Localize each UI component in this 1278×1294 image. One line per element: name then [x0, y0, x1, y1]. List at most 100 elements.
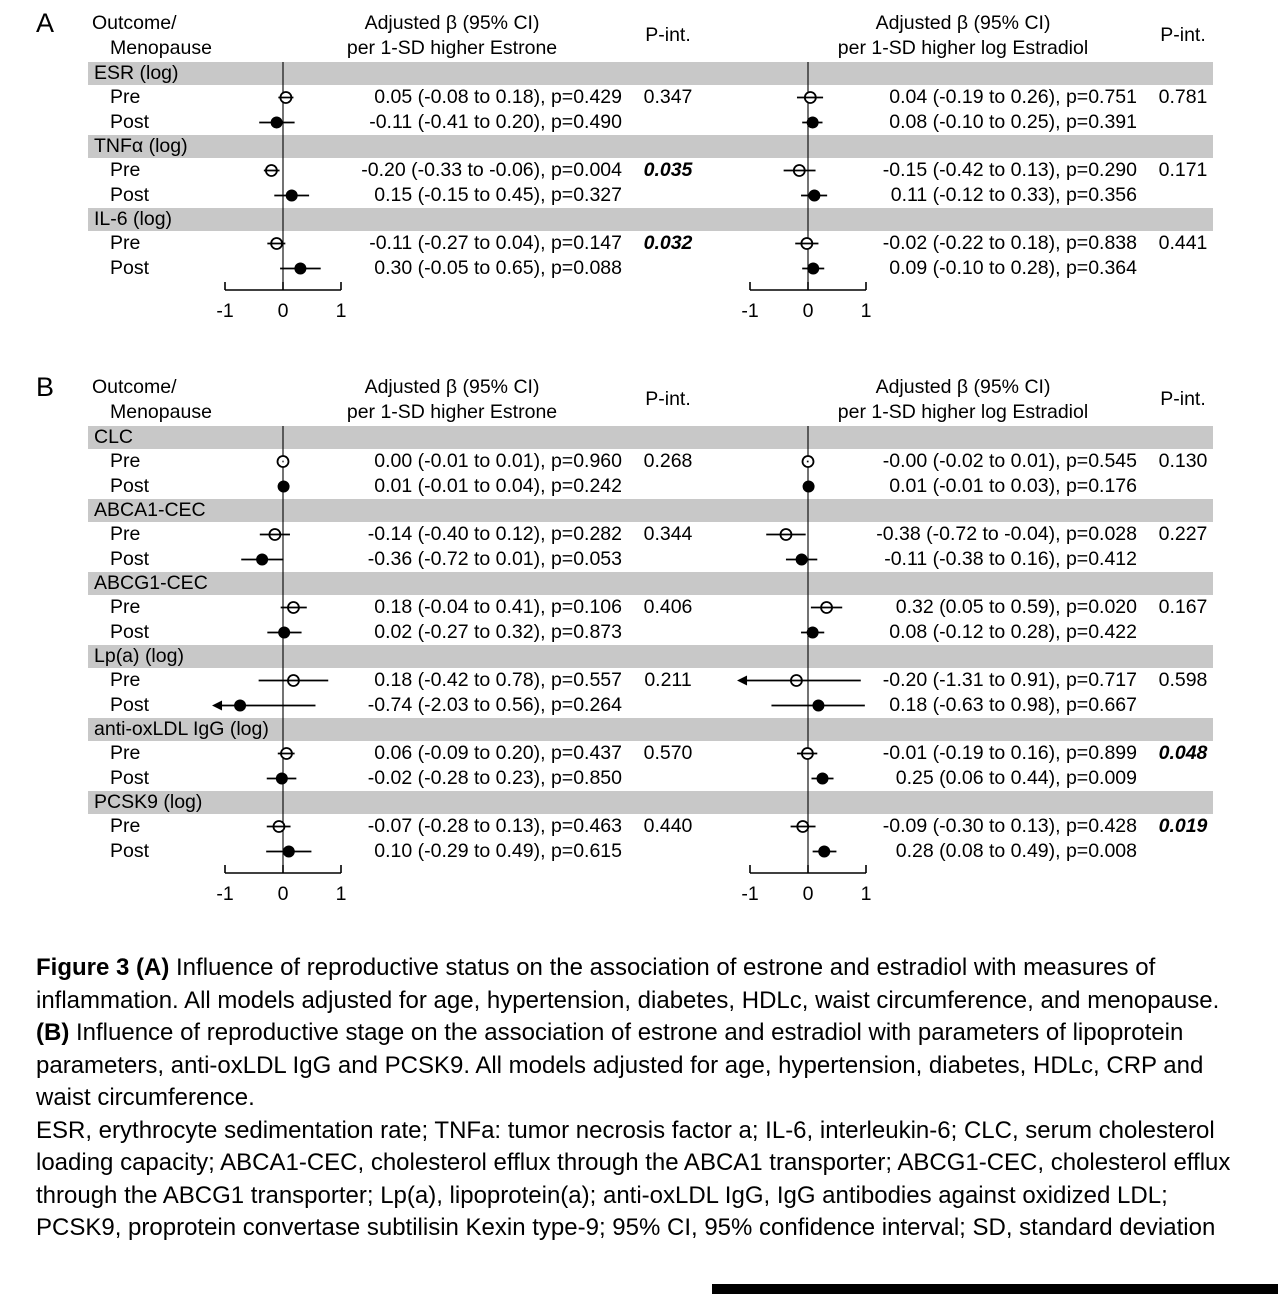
axis-tick-label: 0	[278, 883, 289, 905]
estrone-estimate-text: 0.18 (-0.42 to 0.78), p=0.557	[374, 669, 622, 691]
estrone-estimate-text: -0.07 (-0.28 to 0.13), p=0.463	[367, 815, 622, 837]
outcome-label: Lp(a) (log)	[94, 645, 184, 667]
pint-header: P-int.	[1160, 388, 1206, 410]
pint-value: 0.167	[1158, 596, 1208, 618]
row-label: Post	[110, 111, 150, 133]
outcome-band: ABCA1-CEC	[88, 499, 1213, 522]
row-label: Pre	[110, 669, 141, 691]
caption-bold-text: (B)	[36, 1019, 70, 1046]
axis-tick-label: 1	[861, 883, 872, 905]
caption-paragraph: Figure 3 (A) Influence of reproductive s…	[36, 952, 1246, 1115]
estradiol-estimate-text: -0.20 (-1.31 to 0.91), p=0.717	[882, 669, 1137, 691]
pint-header: P-int.	[645, 24, 691, 46]
estrone-estimate-text: -0.20 (-0.33 to -0.06), p=0.004	[361, 159, 622, 181]
row-label: Pre	[110, 159, 141, 181]
pint-value: 0.781	[1158, 86, 1208, 108]
forest-panel: A Outcome/Menopause Adjusted β (95% CI) per…	[0, 8, 1278, 336]
estrone-estimate-text: 0.02 (-0.27 to 0.32), p=0.873	[374, 621, 622, 643]
bottom-bar	[712, 1284, 1278, 1294]
outcome-label: IL-6 (log)	[94, 208, 173, 230]
axis-tick-label: 1	[336, 883, 347, 905]
estrone-estimate-text: 0.05 (-0.08 to 0.18), p=0.429	[374, 86, 622, 108]
estradiol-estimate-text: 0.04 (-0.19 to 0.26), p=0.751	[889, 86, 1137, 108]
estradiol-column-header: Adjusted β (95% CI)	[875, 12, 1051, 34]
row-label: Pre	[110, 86, 141, 108]
outcome-band: CLC	[88, 426, 1213, 449]
outcome-header-line2: Menopause	[110, 37, 212, 59]
estrone-estimate-text: -0.11 (-0.41 to 0.20), p=0.490	[369, 111, 622, 133]
estrone-estimate-text: 0.00 (-0.01 to 0.01), p=0.960	[374, 450, 622, 472]
estradiol-column-header: per 1-SD higher log Estradiol	[837, 401, 1089, 423]
pint-value: 0.598	[1158, 669, 1208, 691]
row-label: Post	[110, 184, 150, 206]
estradiol-estimate-text: -0.38 (-0.72 to -0.04), p=0.028	[876, 523, 1137, 545]
pint-value: 0.344	[643, 523, 693, 545]
estrone-estimate-text: -0.02 (-0.28 to 0.23), p=0.850	[367, 767, 622, 789]
panel-letter: B	[36, 372, 55, 402]
outcome-header-line1: Outcome/	[92, 12, 177, 34]
outcome-label: ESR (log)	[94, 62, 179, 84]
row-label: Pre	[110, 596, 141, 618]
outcome-band: PCSK9 (log)	[88, 791, 1213, 814]
caption-paragraph: ESR, erythrocyte sedimentation rate; TNF…	[36, 1115, 1246, 1245]
outcome-band: IL-6 (log)	[88, 208, 1213, 231]
estrone-estimate-text: 0.01 (-0.01 to 0.04), p=0.242	[374, 475, 622, 497]
axis-tick-label: -1	[216, 883, 233, 905]
estrone-column-header: per 1-SD higher Estrone	[346, 37, 558, 59]
outcome-label: ABCG1-CEC	[94, 572, 208, 594]
forest-panel: B Outcome/Menopause Adjusted β (95% CI) per…	[0, 372, 1278, 919]
estrone-estimate-text: -0.14 (-0.40 to 0.12), p=0.282	[367, 523, 622, 545]
estrone-column-header: Adjusted β (95% CI)	[364, 12, 540, 34]
outcome-label: CLC	[94, 426, 134, 448]
estrone-estimate-text: 0.15 (-0.15 to 0.45), p=0.327	[374, 184, 622, 206]
estrone-column-header: Adjusted β (95% CI)	[364, 376, 540, 398]
estrone-estimate-text: 0.18 (-0.04 to 0.41), p=0.106	[374, 596, 622, 618]
axis-tick-label: 0	[278, 300, 289, 322]
axis-tick-label: -1	[741, 883, 758, 905]
estradiol-estimate-text: -0.00 (-0.02 to 0.01), p=0.545	[882, 450, 1137, 472]
outcome-label: TNFα (log)	[94, 135, 188, 157]
estradiol-estimate-text: -0.09 (-0.30 to 0.13), p=0.428	[882, 815, 1137, 837]
axis-tick-label: 0	[803, 883, 814, 905]
axis-tick-label: -1	[741, 300, 758, 322]
row-label: Pre	[110, 523, 141, 545]
estradiol-estimate-text: 0.11 (-0.12 to 0.33), p=0.356	[890, 184, 1137, 206]
pint-value: 0.019	[1158, 815, 1208, 837]
row-label: Pre	[110, 742, 141, 764]
caption-text: Influence of reproductive stage on the a…	[36, 1019, 1204, 1111]
pint-value: 0.440	[643, 815, 693, 837]
row-label: Post	[110, 548, 150, 570]
estradiol-estimate-text: -0.11 (-0.38 to 0.16), p=0.412	[884, 548, 1137, 570]
row-label: Post	[110, 257, 150, 279]
forest-plot-canvas: -1 0 1 -1 0 1	[212, 426, 872, 905]
caption-bold-text: Figure 3 (A)	[36, 954, 170, 981]
axis-tick-label: 1	[861, 300, 872, 322]
estradiol-estimate-text: -0.01 (-0.19 to 0.16), p=0.899	[882, 742, 1137, 764]
estradiol-estimate-text: 0.08 (-0.10 to 0.25), p=0.391	[889, 111, 1137, 133]
row-label: Post	[110, 475, 150, 497]
pint-value: 0.441	[1158, 232, 1208, 254]
axis-tick-label: -1	[216, 300, 233, 322]
outcome-label: anti-oxLDL IgG (log)	[94, 718, 269, 740]
outcome-label: PCSK9 (log)	[94, 791, 203, 813]
pint-value: 0.032	[643, 232, 693, 254]
estrone-estimate-text: 0.06 (-0.09 to 0.20), p=0.437	[374, 742, 622, 764]
figure-caption: Figure 3 (A) Influence of reproductive s…	[36, 952, 1246, 1245]
estradiol-estimate-text: 0.18 (-0.63 to 0.98), p=0.667	[889, 694, 1137, 716]
row-label: Post	[110, 840, 150, 862]
pint-value: 0.570	[643, 742, 693, 764]
estrone-column-header: per 1-SD higher Estrone	[346, 401, 558, 423]
outcome-label: ABCA1-CEC	[94, 499, 206, 521]
ci-clip-arrow-left	[212, 700, 223, 711]
row-label: Post	[110, 621, 150, 643]
estrone-estimate-text: -0.11 (-0.27 to 0.04), p=0.147	[369, 232, 622, 254]
estradiol-estimate-text: 0.28 (0.08 to 0.49), p=0.008	[895, 840, 1137, 862]
pint-header: P-int.	[1160, 24, 1206, 46]
row-label: Pre	[110, 815, 141, 837]
ci-clip-arrow-left	[737, 675, 748, 686]
estradiol-estimate-text: -0.15 (-0.42 to 0.13), p=0.290	[882, 159, 1137, 181]
pint-value: 0.171	[1158, 159, 1208, 181]
pint-value: 0.268	[643, 450, 693, 472]
estradiol-estimate-text: 0.08 (-0.12 to 0.28), p=0.422	[889, 621, 1137, 643]
